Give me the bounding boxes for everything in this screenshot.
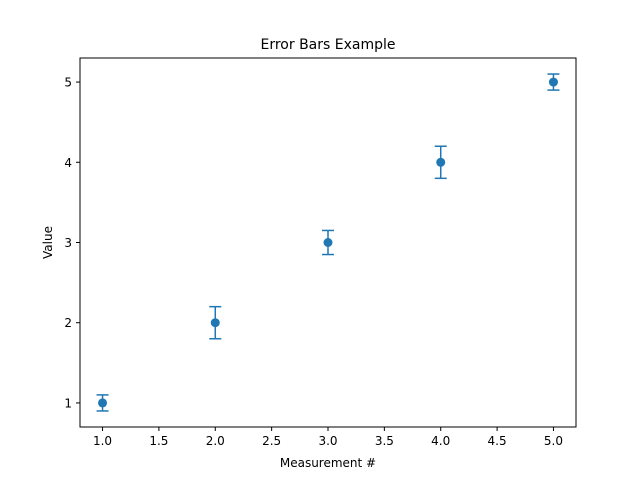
x-tick-label: 2.0 <box>206 434 225 448</box>
x-axis-label: Measurement # <box>280 456 376 470</box>
y-tick-label: 4 <box>64 156 72 170</box>
plot-area <box>96 73 560 412</box>
x-axis: 1.0 1.5 2.0 2.5 3.0 3.5 4.0 4.5 5.0 <box>93 427 563 448</box>
y-tick-label: 2 <box>64 316 72 330</box>
data-point-group <box>209 305 222 340</box>
x-tick-label: 3.0 <box>318 434 337 448</box>
x-tick-label: 4.0 <box>431 434 450 448</box>
y-tick-label: 5 <box>64 76 72 90</box>
y-axis-label: Value <box>41 226 55 259</box>
data-point <box>323 238 333 247</box>
data-point-group <box>434 145 447 180</box>
x-tick-label: 4.5 <box>488 434 507 448</box>
x-tick-label: 2.5 <box>262 434 281 448</box>
x-tick-label: 3.5 <box>375 434 394 448</box>
data-point <box>436 157 446 167</box>
data-point-group <box>547 73 560 91</box>
y-axis: 1 2 3 4 5 <box>64 76 80 410</box>
x-tick-label: 1.5 <box>149 434 168 448</box>
data-point-group <box>322 229 334 256</box>
y-tick-label: 3 <box>64 236 72 250</box>
data-point <box>98 398 108 408</box>
x-tick-label: 5.0 <box>544 434 563 448</box>
data-point-group <box>96 394 109 412</box>
data-point <box>548 77 558 87</box>
data-point <box>210 318 220 328</box>
x-tick-label: 1.0 <box>93 434 112 448</box>
chart-title: Error Bars Example <box>261 37 396 53</box>
y-tick-label: 1 <box>64 396 72 410</box>
